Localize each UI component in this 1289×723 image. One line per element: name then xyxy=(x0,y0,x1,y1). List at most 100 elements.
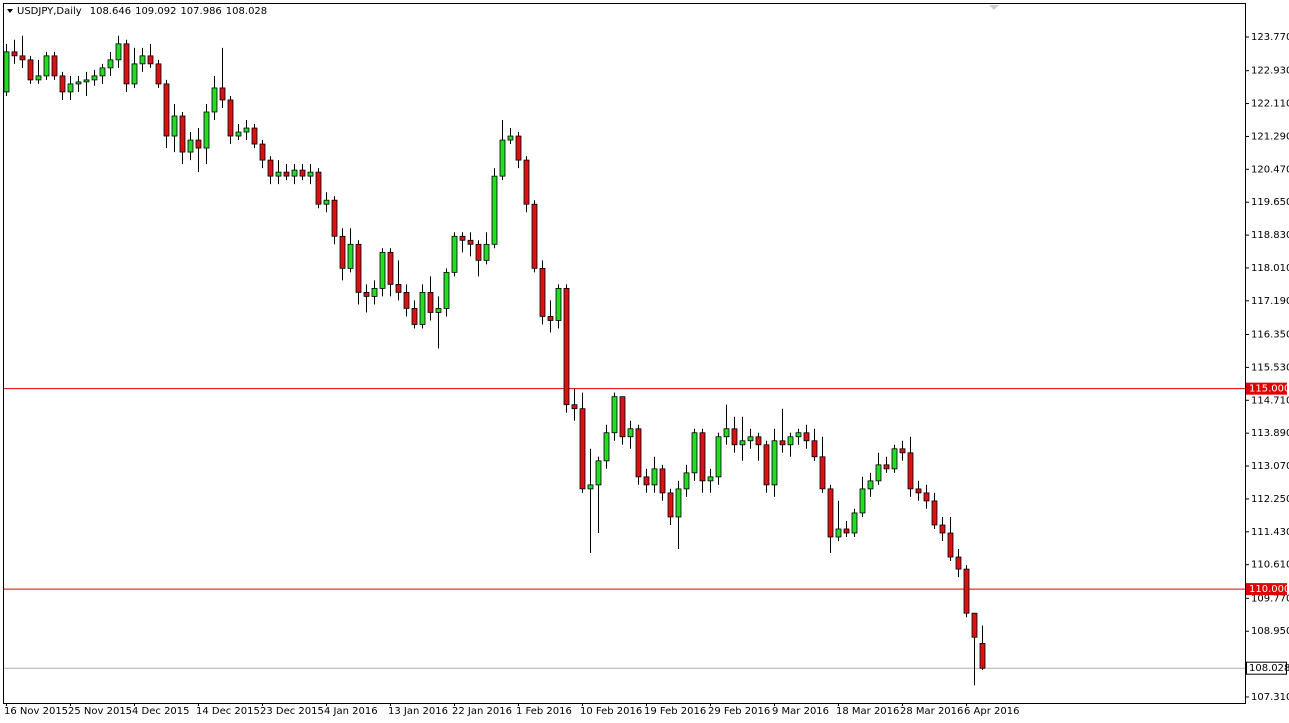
candle-body xyxy=(435,308,442,313)
candle-body xyxy=(491,175,498,245)
x-tick-label: 6 Apr 2016 xyxy=(964,706,1019,717)
candle-body xyxy=(739,440,746,446)
candle-body xyxy=(755,436,762,446)
candle-body xyxy=(275,171,282,177)
candle-body xyxy=(347,243,354,269)
candle-body xyxy=(163,83,170,137)
candle-body xyxy=(123,43,130,85)
y-tick-label: 122.930 xyxy=(1251,66,1289,77)
candle-body xyxy=(427,292,434,313)
candle-body xyxy=(459,235,466,241)
y-tick-label: 109.770 xyxy=(1251,593,1289,604)
y-tick-label: 116.350 xyxy=(1251,330,1289,341)
candle-body xyxy=(515,135,522,161)
level-label-box xyxy=(1246,583,1287,596)
candle-body xyxy=(723,428,730,438)
candle-body xyxy=(475,243,482,261)
candle-body xyxy=(699,432,706,482)
candle-body xyxy=(99,67,106,77)
y-tick-label: 120.470 xyxy=(1251,164,1289,175)
shift-marker xyxy=(989,5,999,10)
candle-body xyxy=(811,440,818,458)
x-tick-label: 19 Feb 2016 xyxy=(644,706,706,717)
candle-body xyxy=(939,524,946,534)
candle-body xyxy=(707,476,714,482)
header-value: 108.028 xyxy=(226,6,267,17)
candle-body xyxy=(867,480,874,490)
candle-body xyxy=(147,55,154,65)
candle-body xyxy=(907,452,914,490)
candle-body xyxy=(787,436,794,446)
candle-body xyxy=(371,288,378,297)
header-value: 108.646 xyxy=(90,6,131,17)
candle-body xyxy=(507,135,514,141)
price-label: 108.028 xyxy=(1249,663,1289,674)
candle-body xyxy=(315,171,322,205)
x-tick-label: 13 Jan 2016 xyxy=(388,706,448,717)
candle-body xyxy=(931,500,938,526)
candle-body xyxy=(587,484,594,490)
candle-body xyxy=(483,243,490,261)
candle-body xyxy=(187,139,194,153)
y-tick-label: 117.190 xyxy=(1251,296,1289,307)
candle-body xyxy=(403,292,410,309)
candle-body xyxy=(467,239,474,245)
candle-body xyxy=(91,75,98,81)
candle-body xyxy=(419,292,426,325)
candle-body xyxy=(923,492,930,502)
candle-body xyxy=(843,528,850,534)
header-value: 107.986 xyxy=(180,6,221,17)
x-tick-label: 28 Mar 2016 xyxy=(900,706,963,717)
candle-body xyxy=(899,448,906,454)
candle-body xyxy=(75,81,82,85)
candle-body xyxy=(851,512,858,534)
candle-body xyxy=(827,488,834,538)
candle-body xyxy=(115,43,122,61)
header-value: 109.092 xyxy=(135,6,176,17)
candle-body xyxy=(883,464,890,470)
candle-body xyxy=(731,428,738,446)
x-tick-label: 23 Dec 2015 xyxy=(260,706,324,717)
candle-body xyxy=(835,528,842,538)
y-tick-label: 123.770 xyxy=(1251,32,1289,43)
candle-body xyxy=(763,444,770,486)
candle-body xyxy=(819,456,826,490)
candle-body xyxy=(395,283,402,293)
candle-body xyxy=(11,51,18,57)
candle-body xyxy=(771,440,778,486)
candle-body xyxy=(323,199,330,205)
candle-body xyxy=(443,271,450,309)
candle-body xyxy=(107,59,114,69)
candle-body xyxy=(299,169,306,177)
candle-body xyxy=(211,87,218,113)
candle-body xyxy=(555,288,562,321)
candle-body xyxy=(795,432,802,438)
x-tick-label: 10 Feb 2016 xyxy=(580,706,642,717)
x-tick-label: 18 Mar 2016 xyxy=(836,706,899,717)
y-tick-label: 113.890 xyxy=(1251,428,1289,439)
y-tick-label: 112.250 xyxy=(1251,494,1289,505)
candle-body xyxy=(139,55,146,65)
candle-body xyxy=(19,55,26,61)
candle-body xyxy=(339,235,346,269)
candle-body xyxy=(171,115,178,137)
y-tick-label: 119.650 xyxy=(1251,197,1289,208)
plot xyxy=(4,35,1245,686)
candle-body xyxy=(155,63,162,85)
candle-body xyxy=(203,111,210,149)
candle-body xyxy=(803,432,810,442)
x-tick-label: 1 Feb 2016 xyxy=(516,706,572,717)
candle-body xyxy=(875,464,882,482)
candle-body xyxy=(643,476,650,486)
candle-body xyxy=(219,87,226,101)
candle-body xyxy=(659,468,666,494)
candle-body xyxy=(363,292,370,297)
header: USDJPY,Daily 108.646 109.092 107.986 108.028 xyxy=(17,6,267,17)
candle-body xyxy=(179,115,186,153)
candle-body xyxy=(915,488,922,494)
candle-body xyxy=(307,171,314,177)
candle-body xyxy=(603,432,610,462)
candle-body xyxy=(955,556,962,570)
